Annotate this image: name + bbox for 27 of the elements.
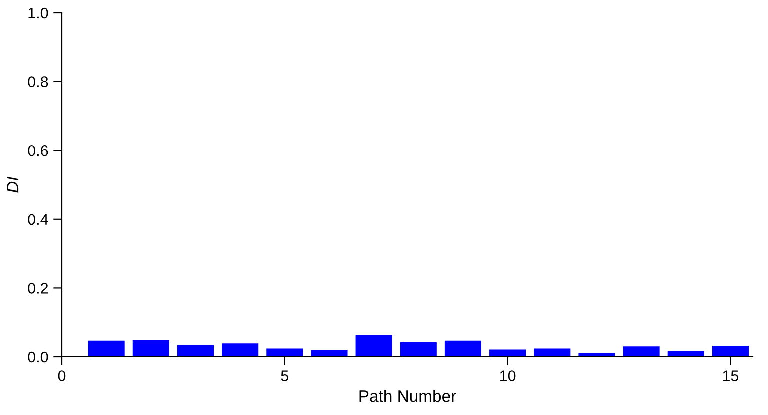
bar (444, 340, 482, 357)
y-tick-label: 0.2 (28, 283, 48, 294)
bar (311, 350, 348, 357)
y-axis-title: DI (7, 176, 19, 193)
x-tick-label: 15 (723, 370, 739, 382)
x-axis-title: Path Number (360, 390, 456, 402)
bar (712, 346, 749, 357)
bar (623, 346, 660, 357)
y-tick-label: 0.4 (28, 214, 48, 226)
bar (668, 351, 704, 357)
bar (177, 345, 214, 357)
bar (88, 340, 125, 357)
bar (356, 335, 392, 357)
bar (534, 348, 571, 357)
y-tick-label: 0.6 (28, 145, 48, 156)
x-tick-label: 10 (500, 370, 516, 382)
bar (222, 344, 259, 357)
y-tick-label: 0.0 (28, 352, 48, 363)
bar (578, 353, 616, 357)
bar (490, 350, 526, 357)
y-tick-label: 1.0 (28, 8, 48, 19)
bar (132, 340, 170, 357)
y-tick-label: 0.8 (28, 76, 48, 88)
bar (400, 342, 437, 357)
x-tick-label: 0 (58, 370, 66, 382)
x-tick-label: 5 (281, 370, 289, 382)
bar (266, 348, 304, 357)
